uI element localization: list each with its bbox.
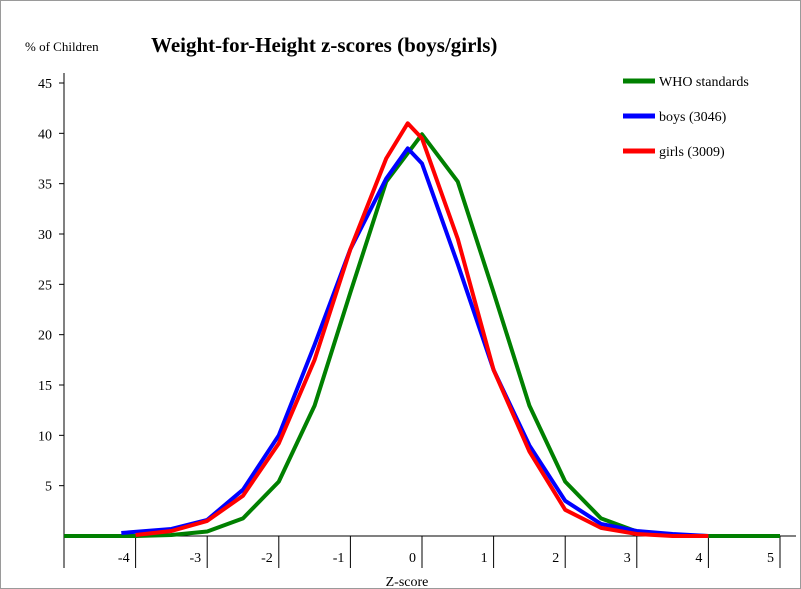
x-tick-label: 2 [552,551,559,566]
y-tick-label: 20 [38,329,52,344]
series-line-boys [121,146,709,538]
y-tick-label: 15 [38,379,52,394]
x-tick-label: 4 [695,551,702,566]
x-tick-label: 1 [481,551,488,566]
series-line-who [64,132,780,538]
legend-label: WHO standards [659,75,749,90]
x-tick-label: -2 [261,551,273,566]
x-tick-label: 5 [767,551,774,566]
y-tick-label: 40 [38,127,52,142]
x-tick-label: -3 [190,551,202,566]
y-axis-label: % of Children [25,39,99,54]
x-tick-label: -4 [118,551,130,566]
legend: WHO standards boys (3046) girls (3009) [623,75,749,160]
y-tick-label: 45 [38,77,52,92]
x-axis-label: Z-score [386,575,429,588]
series-lines [64,121,780,538]
legend-label: boys (3046) [659,110,727,125]
x-tick-label: 0 [409,551,416,566]
y-tick-label: 35 [38,178,52,193]
x-tick-label: -1 [333,551,345,566]
y-tick-label: 10 [38,429,52,444]
chart-title: Weight-for-Height z-scores (boys/girls) [151,33,497,57]
legend-label: girls (3009) [659,145,725,160]
x-tick-label: 3 [624,551,631,566]
series-line-girls [135,121,709,538]
y-tick-label: 25 [38,278,52,293]
y-tick-label: 30 [38,228,52,243]
y-tick-label: 5 [45,480,52,495]
